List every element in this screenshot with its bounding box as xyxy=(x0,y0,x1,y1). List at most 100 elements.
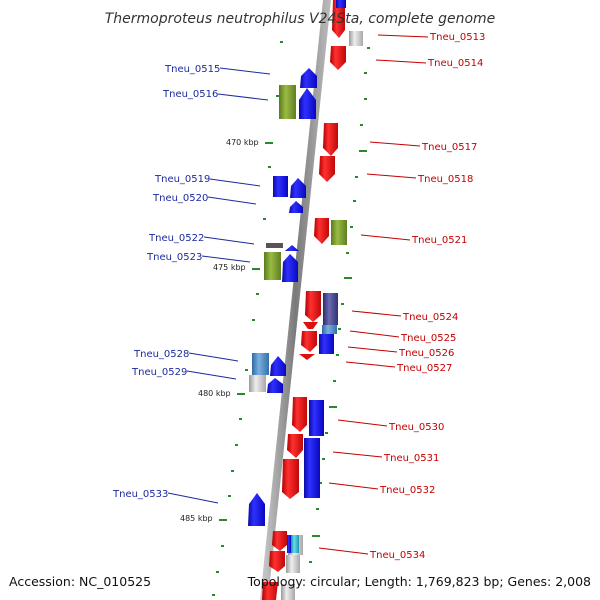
gene-feature-tneu-0526[interactable] xyxy=(301,331,334,354)
gene-feature-tneu-0528[interactable] xyxy=(252,353,286,376)
leader-line xyxy=(186,370,237,380)
scale-tick xyxy=(231,470,234,472)
gene-feature-tneu-0516[interactable] xyxy=(279,85,316,119)
gene-label-tneu-0517[interactable]: Tneu_0517 xyxy=(421,142,477,153)
leader-line xyxy=(347,346,398,353)
scale-tick xyxy=(338,328,341,330)
gene-label-tneu-0527[interactable]: Tneu_0527 xyxy=(396,363,452,374)
leader-lines-right xyxy=(318,34,429,555)
gene-label-tneu-0518[interactable]: Tneu_0518 xyxy=(417,174,473,185)
gene-feature-tneu-0524[interactable] xyxy=(305,291,338,325)
gene-label-tneu-0526[interactable]: Tneu_0526 xyxy=(398,348,454,359)
leader-line xyxy=(345,361,396,368)
gene-feature-tneu-0529[interactable] xyxy=(249,375,283,393)
gene-arrow-blue xyxy=(289,201,303,213)
gene-feature-tneu-0527[interactable] xyxy=(299,354,315,360)
gene-label-tneu-0524[interactable]: Tneu_0524 xyxy=(402,312,458,323)
gene-arrow-red xyxy=(282,459,299,499)
kbp-label-475: 475 kbp xyxy=(213,263,246,272)
scale-tick xyxy=(252,319,255,321)
scale-tick xyxy=(319,482,322,484)
scale-tick xyxy=(221,545,224,547)
scale-tick xyxy=(216,571,219,573)
gene-label-tneu-0531[interactable]: Tneu_0531 xyxy=(383,453,439,464)
scale-tick xyxy=(312,535,320,537)
gene-block-olive xyxy=(331,220,347,245)
gene-feature-tneu-0514[interactable] xyxy=(330,46,346,70)
gene-label-tneu-0522[interactable]: Tneu_0522 xyxy=(148,233,204,244)
gene-block-blue xyxy=(273,176,288,197)
gene-arrow-red xyxy=(269,551,285,572)
gene-feature-tneu-0531[interactable] xyxy=(287,434,320,498)
leader-line xyxy=(360,234,411,241)
gene-arrow-blue xyxy=(267,378,283,393)
gene-feature-tneu-0519[interactable] xyxy=(273,176,306,198)
gene-arrow-red xyxy=(319,156,335,182)
gene-block-steel xyxy=(252,353,269,375)
gene-label-tneu-0513[interactable]: Tneu_0513 xyxy=(429,32,485,43)
gene-label-tneu-0529[interactable]: Tneu_0529 xyxy=(131,367,187,378)
gene-label-tneu-0525[interactable]: Tneu_0525 xyxy=(400,333,456,344)
gene-label-tneu-0528[interactable]: Tneu_0528 xyxy=(133,349,189,360)
leader-line xyxy=(207,196,257,205)
scale-tick xyxy=(364,98,367,100)
major-tick-485 xyxy=(219,519,227,521)
gene-feature-tneu-0517[interactable] xyxy=(323,123,338,156)
gene-label-tneu-0520[interactable]: Tneu_0520 xyxy=(152,193,208,204)
kbp-label-485: 485 kbp xyxy=(180,514,213,523)
leader-line xyxy=(201,255,251,263)
leader-line xyxy=(349,330,400,338)
gene-feature-tneu-0533[interactable] xyxy=(248,493,265,526)
gene-arrow-blue xyxy=(290,178,306,198)
gene-block-grey xyxy=(249,375,266,392)
kbp-label-470: 470 kbp xyxy=(226,138,259,147)
scale-tick xyxy=(353,200,356,202)
gene-feature-tneu-0513[interactable] xyxy=(332,0,363,46)
gene-feature-tneu-0515[interactable] xyxy=(300,68,317,88)
leader-line xyxy=(351,310,402,317)
gene-arrow-red xyxy=(287,434,303,458)
scale-tick xyxy=(239,418,242,420)
gene-feature-tneu-0530[interactable] xyxy=(292,397,324,436)
gene-label-tneu-0521[interactable]: Tneu_0521 xyxy=(411,235,467,246)
scale-tick xyxy=(364,72,367,74)
scale-tick xyxy=(333,380,336,382)
scale-tick xyxy=(280,41,283,43)
gene-feature-tneu-0522[interactable] xyxy=(266,243,299,251)
gene-feature-tneu-0518[interactable] xyxy=(319,156,335,182)
gene-feature-tneu-0534[interactable] xyxy=(269,531,303,573)
gene-feature-tneu-0525[interactable] xyxy=(303,322,337,334)
scale-tick xyxy=(329,406,337,408)
gene-feature-tneu-0532[interactable] xyxy=(282,459,299,499)
gene-block-blue xyxy=(336,0,346,8)
gene-label-tneu-0523[interactable]: Tneu_0523 xyxy=(146,252,202,263)
accession-text: Accession: NC_010525 xyxy=(9,574,151,589)
gene-block-cyan xyxy=(291,535,299,553)
gene-label-tneu-0530[interactable]: Tneu_0530 xyxy=(388,422,444,433)
gene-label-tneu-0516[interactable]: Tneu_0516 xyxy=(162,89,218,100)
scale-ticks-left xyxy=(212,41,283,596)
summary-text: Topology: circular; Length: 1,769,823 bp… xyxy=(247,574,591,589)
gene-label-tneu-0519[interactable]: Tneu_0519 xyxy=(154,174,210,185)
gene-arrow-blue xyxy=(285,245,299,251)
scale-major-ticks xyxy=(219,142,273,521)
gene-arrow-blue xyxy=(300,68,317,88)
gene-label-tneu-0533[interactable]: Tneu_0533 xyxy=(112,489,168,500)
scale-ticks-right xyxy=(309,47,370,563)
gene-arrow-red xyxy=(262,582,278,600)
gene-arrow-blue xyxy=(248,493,265,526)
gene-arrow-red xyxy=(292,397,307,432)
gene-feature-tneu-0523[interactable] xyxy=(264,252,298,282)
scale-tick xyxy=(336,354,339,356)
gene-arrow-blue xyxy=(282,254,298,282)
scale-tick xyxy=(367,47,370,49)
gene-block-olive xyxy=(279,85,296,119)
gene-label-tneu-0514[interactable]: Tneu_0514 xyxy=(427,58,483,69)
gene-feature-tneu-0521[interactable] xyxy=(314,218,347,245)
gene-label-tneu-0532[interactable]: Tneu_0532 xyxy=(379,485,435,496)
gene-label-tneu-0534[interactable]: Tneu_0534 xyxy=(369,550,425,561)
leader-line xyxy=(337,419,388,427)
gene-label-tneu-0515[interactable]: Tneu_0515 xyxy=(164,64,220,75)
gene-feature-tneu-0520[interactable] xyxy=(289,201,303,213)
